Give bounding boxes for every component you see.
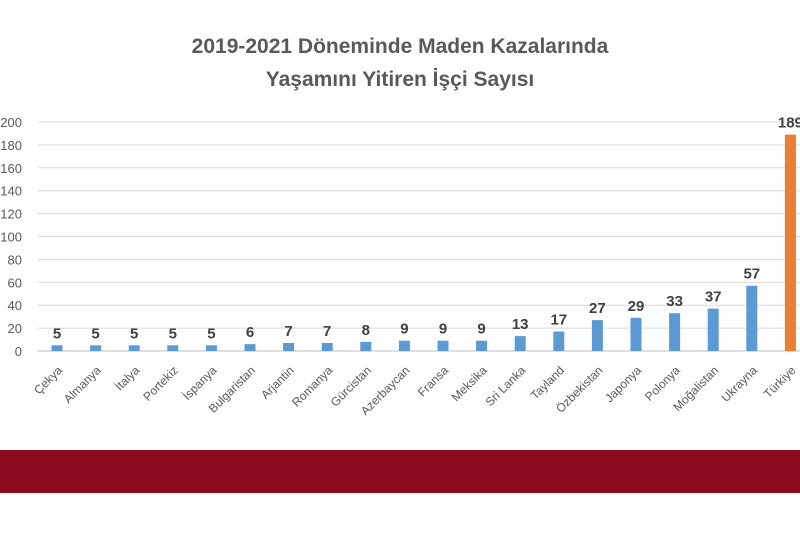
bar bbox=[784, 134, 796, 351]
x-tick-label: İtalya bbox=[112, 363, 142, 393]
bar bbox=[51, 345, 63, 351]
data-label: 5 bbox=[130, 325, 138, 342]
data-label: 7 bbox=[323, 323, 331, 340]
data-label: 29 bbox=[628, 298, 645, 315]
y-tick-label: 180 bbox=[0, 138, 22, 153]
data-label: 13 bbox=[512, 316, 529, 333]
data-label: 17 bbox=[550, 312, 567, 329]
gridlines bbox=[38, 121, 800, 352]
bar bbox=[553, 331, 565, 351]
y-tick-label: 20 bbox=[8, 321, 22, 336]
y-axis-tick-labels: 0 20 40 60 80 100 120 140 160 180 200 bbox=[0, 115, 22, 359]
data-label: 5 bbox=[207, 325, 215, 342]
y-tick-label: 80 bbox=[8, 252, 22, 267]
x-tick-label: Ukrayna bbox=[718, 363, 760, 405]
bar bbox=[398, 340, 410, 351]
bar bbox=[244, 344, 256, 351]
data-label: 5 bbox=[91, 325, 99, 342]
bar bbox=[746, 285, 758, 351]
bar bbox=[707, 308, 719, 351]
y-tick-label: 200 bbox=[0, 115, 22, 130]
y-tick-label: 100 bbox=[0, 230, 22, 245]
x-tick-label: Portekiz bbox=[140, 363, 181, 404]
bar bbox=[630, 317, 642, 351]
chart-title-line-2: Yaşamını Yitiren İşçi Sayısı bbox=[265, 68, 535, 91]
x-tick-label: Fransa bbox=[415, 363, 452, 400]
bar bbox=[90, 345, 102, 351]
data-label: 9 bbox=[477, 321, 485, 338]
data-label: 8 bbox=[362, 322, 370, 339]
data-label: 27 bbox=[589, 300, 606, 317]
data-label: 6 bbox=[246, 324, 254, 341]
x-tick-label: Arjantin bbox=[258, 363, 297, 402]
bar bbox=[437, 340, 449, 351]
bar bbox=[669, 313, 681, 351]
x-tick-label: Sri Lanka bbox=[483, 363, 529, 409]
bottom-color-band bbox=[0, 450, 800, 493]
data-label: 33 bbox=[666, 293, 683, 310]
data-labels: 5 5 5 5 5 6 7 7 8 9 9 9 13 17 27 29 33 37 57 189 bbox=[53, 115, 800, 343]
x-tick-label: Japonya bbox=[602, 363, 644, 405]
bar-chart: 0 20 40 60 80 100 120 140 160 180 200 5 5 5 5 5 6 7 7 8 9 9 9… bbox=[0, 115, 800, 418]
bar bbox=[514, 336, 526, 351]
data-label: 5 bbox=[53, 325, 61, 342]
data-label: 189 bbox=[778, 115, 800, 132]
y-tick-label: 120 bbox=[0, 207, 22, 222]
data-label: 9 bbox=[439, 321, 447, 338]
y-tick-label: 60 bbox=[8, 275, 22, 290]
bar bbox=[205, 345, 217, 351]
data-label: 7 bbox=[284, 323, 292, 340]
y-tick-label: 0 bbox=[15, 344, 22, 359]
x-tick-label: Romanya bbox=[289, 363, 335, 409]
bars bbox=[51, 134, 796, 351]
chart-title: 2019-2021 Döneminde Maden Kazalarında Ya… bbox=[0, 30, 800, 96]
chart-title-line-1: 2019-2021 Döneminde Maden Kazalarında bbox=[191, 35, 609, 58]
x-tick-label: Türkiye bbox=[761, 363, 799, 401]
bar bbox=[591, 320, 603, 351]
data-label: 57 bbox=[743, 266, 760, 283]
bar bbox=[128, 345, 140, 351]
bar bbox=[167, 345, 179, 351]
bar bbox=[476, 340, 488, 351]
y-tick-label: 40 bbox=[8, 298, 22, 313]
y-tick-label: 160 bbox=[0, 161, 22, 176]
data-label: 9 bbox=[400, 321, 408, 338]
data-label: 37 bbox=[705, 289, 722, 306]
data-label: 5 bbox=[169, 325, 177, 342]
x-tick-label: Almanya bbox=[61, 363, 104, 406]
bar bbox=[321, 342, 333, 351]
bar bbox=[283, 342, 295, 351]
bar bbox=[360, 341, 372, 351]
y-tick-label: 140 bbox=[0, 184, 22, 199]
x-tick-label: Çekya bbox=[31, 363, 65, 397]
